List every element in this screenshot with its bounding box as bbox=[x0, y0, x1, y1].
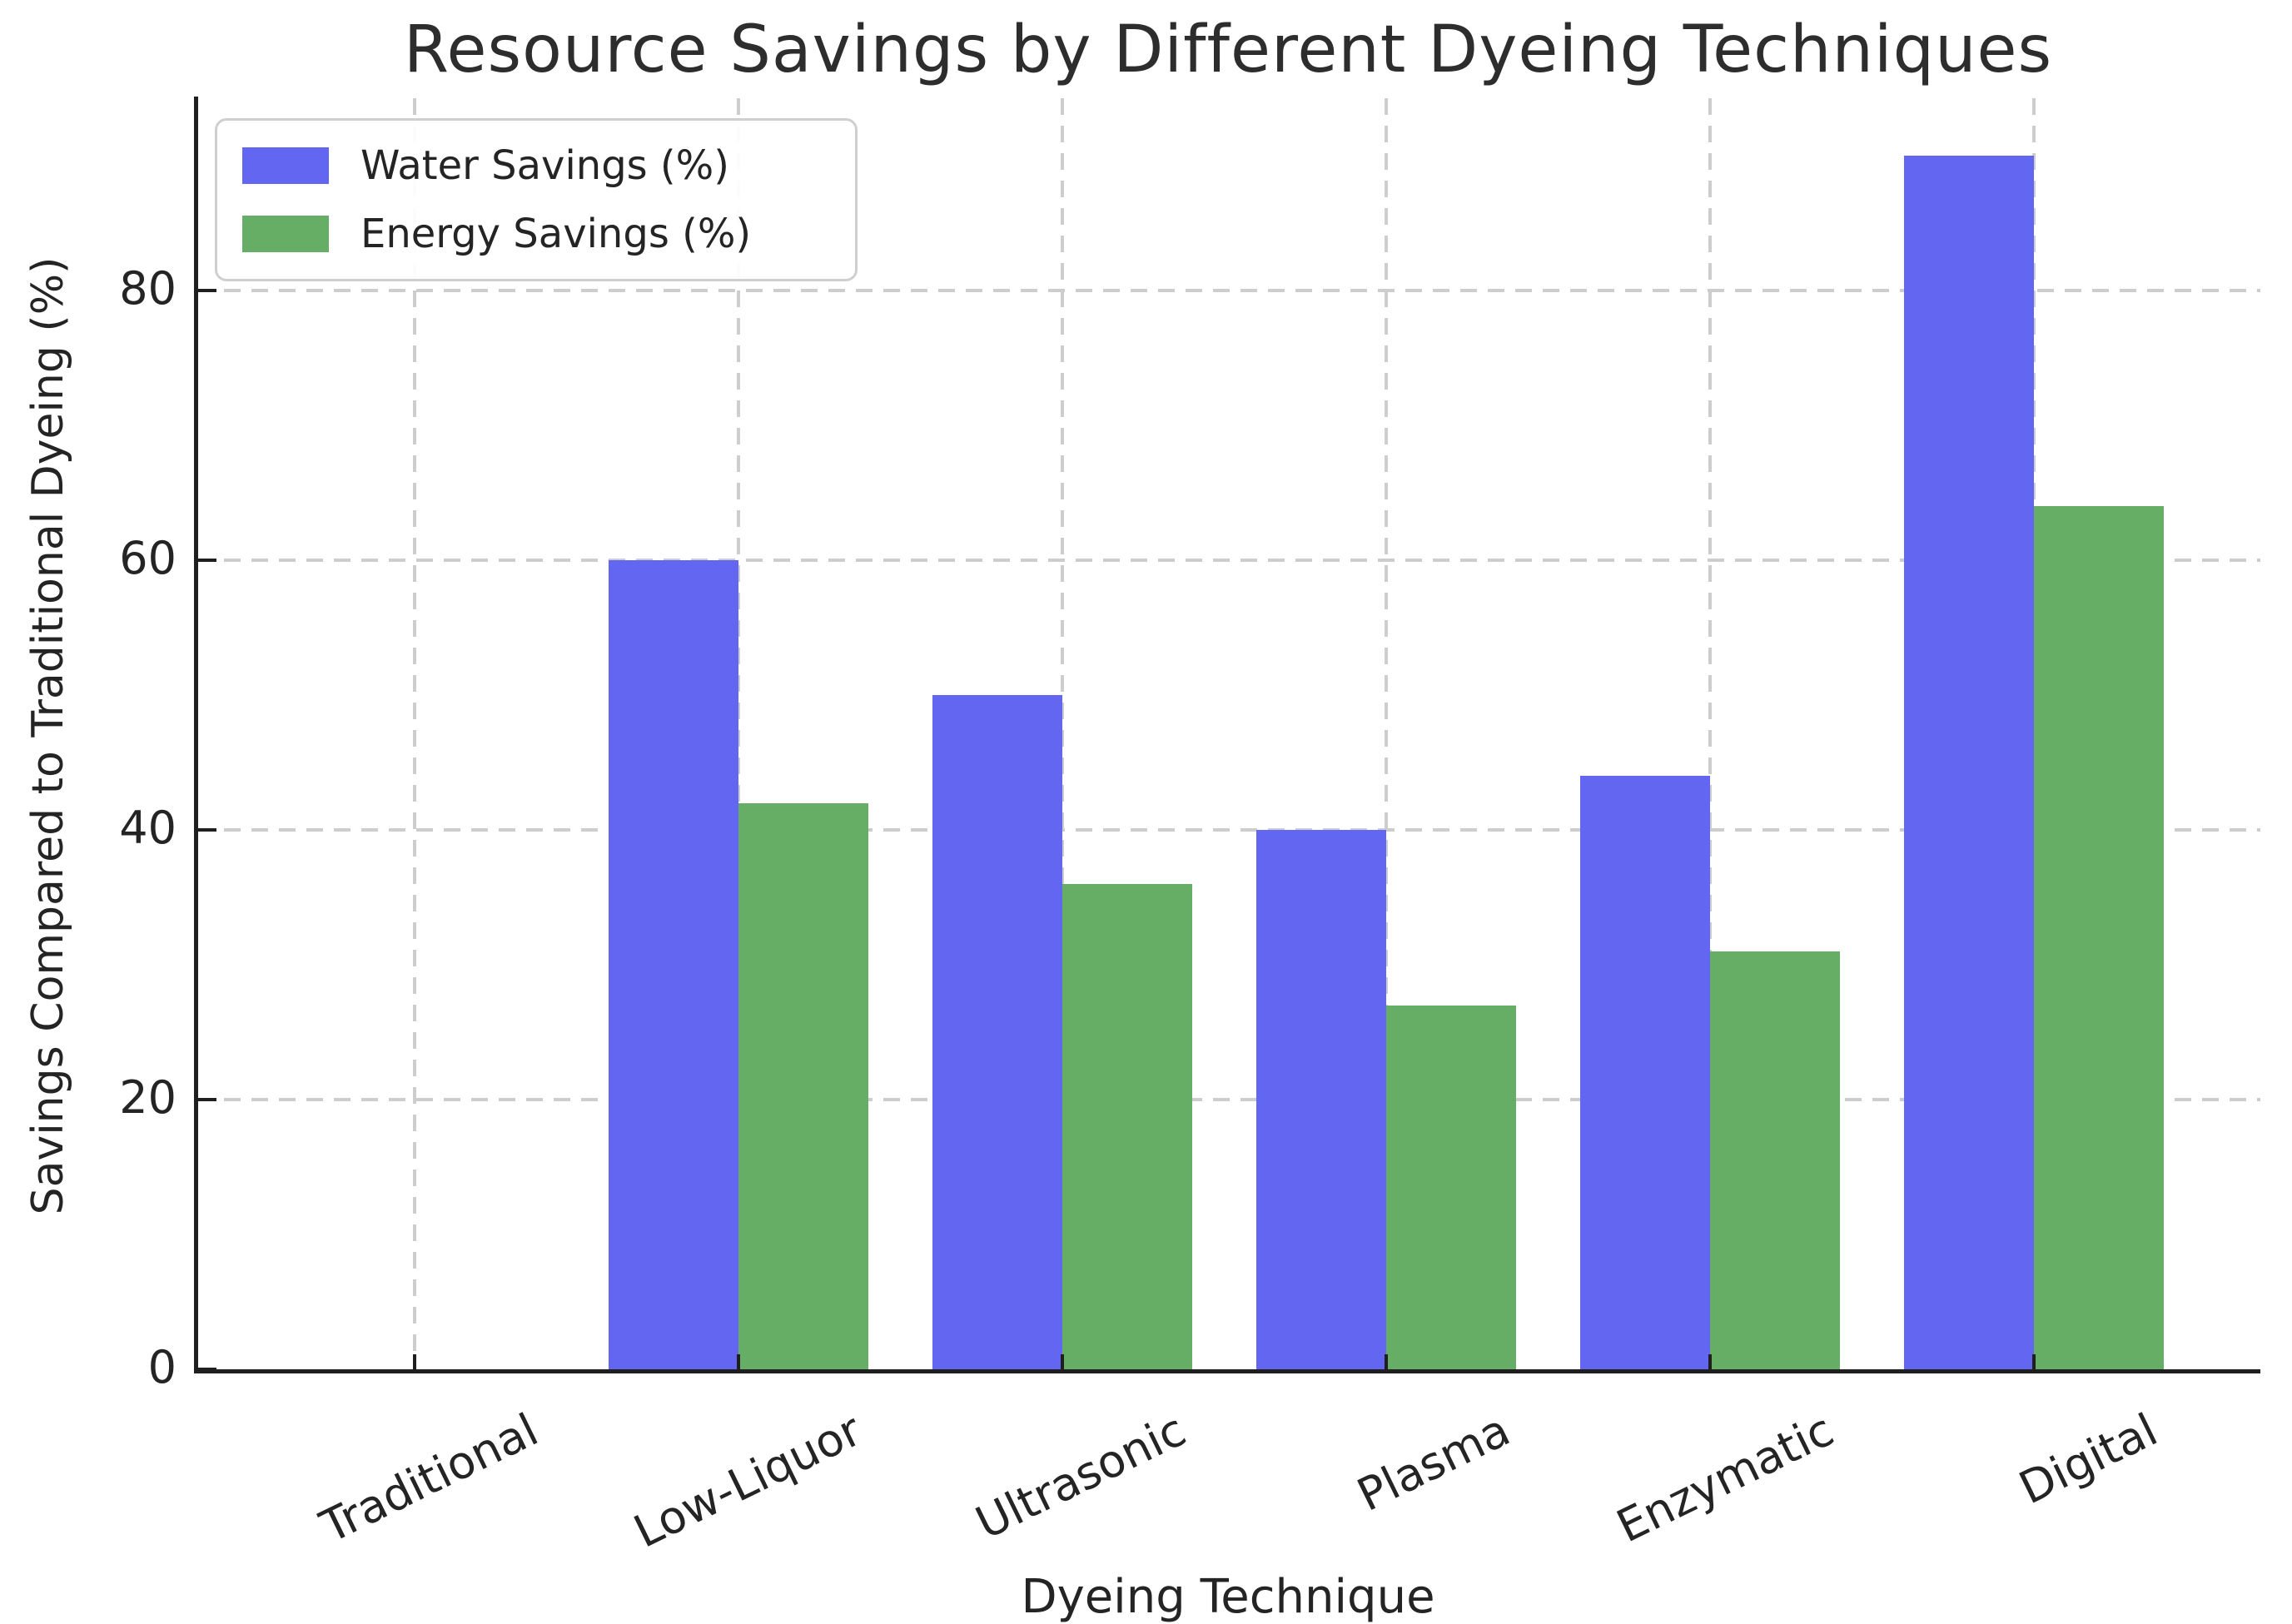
bar-energy-savings-digital bbox=[2034, 506, 2164, 1369]
x-tick-label-enzymatic: Enzymatic bbox=[1608, 1403, 1842, 1553]
bar-energy-savings-low-liquor bbox=[738, 802, 868, 1369]
legend-item-energy-savings: Energy Savings (%) bbox=[242, 211, 830, 257]
x-tick-label-plasma: Plasma bbox=[1349, 1403, 1518, 1522]
h-gridline-60 bbox=[196, 559, 2260, 562]
x-tick-mark-low-liquor bbox=[737, 1354, 740, 1369]
h-gridline-40 bbox=[196, 828, 2260, 832]
y-tick-mark-0 bbox=[198, 1368, 216, 1371]
x-tick-mark-traditional bbox=[413, 1354, 416, 1369]
legend-swatch-water-savings bbox=[242, 147, 329, 184]
bar-water-savings-low-liquor bbox=[609, 560, 738, 1369]
v-gridline-enzymatic bbox=[1708, 98, 1712, 1369]
x-axis-label: Dyeing Technique bbox=[1021, 1570, 1435, 1624]
y-tick-mark-80 bbox=[198, 289, 216, 292]
bar-water-savings-ultrasonic bbox=[932, 695, 1062, 1369]
v-gridline-low-liquor bbox=[737, 98, 740, 1369]
x-tick-mark-ultrasonic bbox=[1061, 1354, 1064, 1369]
left-axis-spine bbox=[194, 97, 198, 1373]
legend-label-energy-savings: Energy Savings (%) bbox=[360, 211, 752, 257]
legend-item-water-savings: Water Savings (%) bbox=[242, 142, 830, 189]
legend: Water Savings (%) Energy Savings (%) bbox=[215, 118, 858, 281]
h-gridline-80 bbox=[196, 289, 2260, 292]
x-tick-label-ultrasonic: Ultrasonic bbox=[967, 1403, 1194, 1550]
legend-label-water-savings: Water Savings (%) bbox=[360, 142, 729, 189]
x-tick-label-low-liquor: Low-Liquor bbox=[626, 1403, 870, 1558]
bar-water-savings-enzymatic bbox=[1580, 776, 1710, 1369]
v-gridline-traditional bbox=[413, 98, 416, 1369]
y-tick-label-40: 40 bbox=[119, 801, 176, 854]
bar-water-savings-digital bbox=[1904, 156, 2034, 1369]
y-tick-mark-60 bbox=[198, 559, 216, 562]
y-tick-label-20: 20 bbox=[119, 1070, 176, 1124]
bar-energy-savings-ultrasonic bbox=[1062, 883, 1192, 1369]
chart-title: Resource Savings by Different Dyeing Tec… bbox=[403, 12, 2053, 87]
x-tick-mark-digital bbox=[2032, 1354, 2036, 1369]
v-gridline-plasma bbox=[1385, 98, 1388, 1369]
v-gridline-ultrasonic bbox=[1061, 98, 1064, 1369]
x-tick-label-digital: Digital bbox=[2011, 1403, 2165, 1515]
y-tick-label-80: 80 bbox=[119, 261, 176, 315]
legend-swatch-energy-savings bbox=[242, 216, 329, 252]
bar-energy-savings-plasma bbox=[1386, 1005, 1516, 1369]
y-tick-label-60: 60 bbox=[119, 531, 176, 584]
bottom-axis-spine bbox=[194, 1369, 2260, 1373]
x-tick-mark-enzymatic bbox=[1708, 1354, 1712, 1369]
y-tick-label-0: 0 bbox=[147, 1340, 176, 1393]
x-tick-mark-plasma bbox=[1385, 1354, 1388, 1369]
y-tick-mark-40 bbox=[198, 828, 216, 832]
bar-energy-savings-enzymatic bbox=[1710, 951, 1840, 1369]
x-tick-label-traditional: Traditional bbox=[312, 1403, 546, 1553]
h-gridline-20 bbox=[196, 1098, 2260, 1101]
y-tick-mark-20 bbox=[198, 1098, 216, 1101]
bar-water-savings-plasma bbox=[1256, 830, 1386, 1369]
